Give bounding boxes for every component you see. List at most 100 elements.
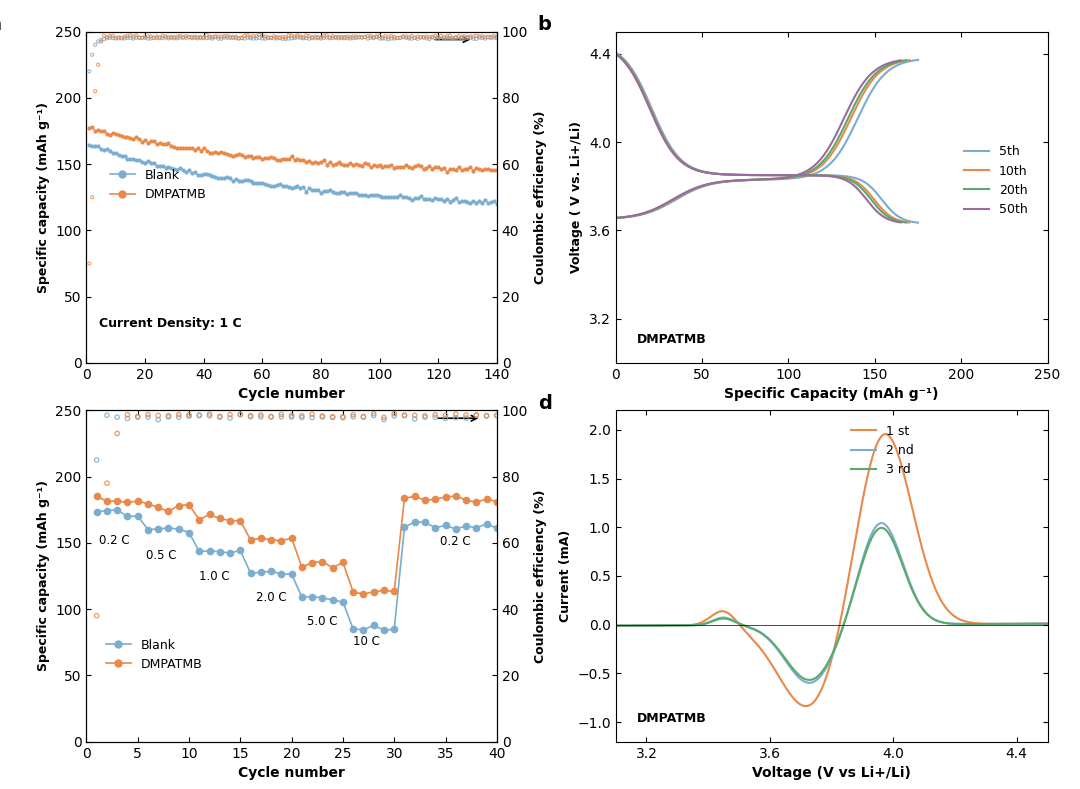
- Point: [139, 411, 157, 424]
- Point: [488, 31, 505, 43]
- Line: 3 rd: 3 rd: [616, 528, 1048, 680]
- Point: [131, 31, 148, 43]
- 20th: [782, 170, 795, 180]
- Point: [315, 30, 333, 43]
- Point: [98, 31, 116, 43]
- Point: [294, 409, 311, 422]
- Text: 0.2 C: 0.2 C: [98, 534, 130, 547]
- Point: [483, 32, 500, 44]
- Point: [476, 31, 494, 43]
- Point: [374, 32, 391, 45]
- Point: [436, 412, 455, 424]
- Point: [319, 31, 336, 43]
- Point: [345, 32, 362, 44]
- Point: [436, 409, 455, 421]
- Point: [93, 34, 110, 47]
- Point: [124, 32, 141, 45]
- Point: [483, 31, 500, 43]
- 1 st: [955, 615, 968, 625]
- Point: [252, 409, 270, 421]
- Point: [471, 30, 488, 43]
- Point: [485, 30, 502, 43]
- Point: [294, 411, 311, 424]
- Point: [242, 31, 259, 43]
- Point: [488, 32, 505, 44]
- Point: [450, 32, 468, 45]
- Point: [298, 32, 315, 44]
- Point: [230, 32, 247, 44]
- Point: [345, 30, 362, 43]
- Point: [339, 32, 356, 44]
- Point: [83, 191, 100, 204]
- Point: [157, 30, 174, 43]
- Point: [488, 409, 505, 421]
- 5th: [773, 170, 786, 180]
- Point: [116, 31, 133, 43]
- Y-axis label: Coulombic efficiency (%): Coulombic efficiency (%): [534, 489, 546, 663]
- Point: [447, 411, 464, 424]
- Point: [180, 31, 198, 43]
- Point: [303, 31, 321, 43]
- Point: [403, 30, 420, 43]
- 2 nd: [609, 621, 622, 630]
- 3 rd: [609, 621, 622, 630]
- Text: 1.0 C: 1.0 C: [199, 570, 230, 583]
- Point: [127, 32, 145, 44]
- 20th: [892, 216, 905, 226]
- Point: [237, 29, 254, 42]
- Point: [180, 410, 198, 423]
- Line: 10th: 10th: [616, 53, 909, 222]
- Point: [119, 32, 136, 44]
- 50th: [746, 170, 759, 180]
- 10th: [903, 218, 916, 227]
- Point: [190, 409, 207, 421]
- Point: [459, 32, 476, 44]
- Point: [386, 31, 403, 43]
- Point: [473, 32, 490, 44]
- Point: [198, 32, 215, 44]
- Point: [394, 30, 411, 43]
- Point: [389, 32, 406, 44]
- Point: [360, 30, 377, 43]
- Point: [345, 410, 362, 423]
- Point: [195, 31, 213, 43]
- Point: [417, 409, 434, 422]
- Point: [206, 31, 224, 43]
- 10th: [751, 170, 764, 180]
- Point: [247, 30, 265, 43]
- Point: [312, 32, 329, 45]
- Point: [216, 32, 233, 44]
- Point: [370, 30, 388, 43]
- Point: [180, 32, 198, 44]
- Point: [160, 409, 177, 422]
- 2 nd: [955, 619, 968, 629]
- Point: [251, 32, 268, 44]
- Point: [406, 413, 423, 425]
- Point: [104, 29, 121, 42]
- Point: [160, 410, 177, 423]
- Point: [386, 32, 403, 45]
- 2 nd: [875, 518, 888, 528]
- Point: [333, 31, 350, 43]
- Point: [143, 30, 160, 43]
- Point: [415, 31, 432, 43]
- 3 rd: [784, 660, 797, 670]
- Point: [233, 32, 251, 44]
- Point: [382, 32, 400, 45]
- Point: [295, 32, 312, 45]
- Point: [254, 29, 271, 42]
- Point: [102, 30, 119, 43]
- Point: [184, 32, 201, 44]
- Point: [356, 31, 374, 43]
- 3 rd: [802, 675, 815, 685]
- Y-axis label: Specific capacity (mAh g⁻¹): Specific capacity (mAh g⁻¹): [37, 102, 50, 293]
- Point: [471, 32, 488, 44]
- Point: [374, 32, 391, 44]
- Point: [480, 31, 497, 43]
- Point: [450, 30, 468, 43]
- Y-axis label: Coulombic efficiency (%): Coulombic efficiency (%): [534, 110, 546, 284]
- Point: [107, 32, 124, 45]
- Point: [271, 31, 288, 43]
- Line: 5th: 5th: [616, 53, 918, 222]
- Point: [212, 411, 229, 424]
